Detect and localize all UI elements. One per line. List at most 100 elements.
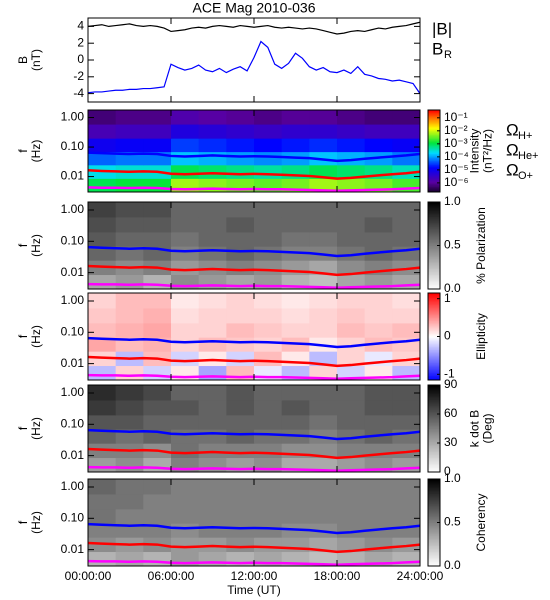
colorbar-strip <box>428 327 440 330</box>
heatmap-cell <box>337 178 366 192</box>
heatmap-cell <box>171 351 200 367</box>
heatmap-cell <box>115 508 144 524</box>
heatmap-cell <box>88 365 117 380</box>
heatmap-cell <box>254 508 283 524</box>
heatmap-cell <box>171 231 200 247</box>
colorbar-strip <box>428 366 440 369</box>
colorbar-strip <box>428 450 440 453</box>
heatmap-cell <box>226 429 255 444</box>
heatmap-cell <box>281 231 310 247</box>
heatmap-cell <box>88 138 117 153</box>
heatmap-cell <box>254 138 283 153</box>
gyrofrequency-line <box>88 428 420 441</box>
heatmap-cell <box>254 479 283 495</box>
colorbar-strip <box>428 212 440 214</box>
heatmap-cell <box>226 414 255 430</box>
heatmap-cell <box>88 246 117 261</box>
colorbar-strip <box>428 550 440 552</box>
y-tick-label: 2 <box>77 35 84 49</box>
y-tick-label: 1.00 <box>61 293 85 307</box>
heatmap-cell <box>171 322 200 338</box>
colorbar-strip <box>428 419 440 422</box>
colorbar-strip <box>428 377 440 379</box>
heatmap-cell <box>337 337 366 352</box>
heatmap-cell <box>392 537 420 553</box>
heatmap-cell <box>392 365 420 380</box>
heatmap-cell <box>337 231 366 247</box>
colorbar-tick-label: 1 <box>444 291 451 305</box>
heatmap-cell <box>198 274 227 289</box>
colorbar-strip <box>428 508 440 510</box>
colorbar-strip <box>428 168 440 171</box>
y-tick-label: 0 <box>77 52 84 66</box>
heatmap-cell <box>143 414 172 430</box>
colorbar-strip <box>428 202 440 204</box>
colorbar-strip <box>428 466 440 469</box>
colorbar-strip <box>428 359 440 362</box>
colorbar-strip <box>428 172 440 175</box>
colorbar-strip <box>428 209 440 212</box>
data-line <box>88 21 420 35</box>
heatmap-cell <box>143 307 172 324</box>
heatmap-cell <box>115 414 144 430</box>
heatmap-cell <box>198 178 227 192</box>
heatmap-cell <box>198 365 227 380</box>
colorbar-strip <box>428 189 440 192</box>
colorbar-strip <box>428 271 440 274</box>
heatmap-cell <box>198 523 227 538</box>
colorbar-strip <box>428 297 440 300</box>
y-tick-label: 0.10 <box>61 510 85 524</box>
heatmap-cell <box>309 307 338 324</box>
colorbar-strip <box>428 555 440 558</box>
colorbar-strip <box>428 365 440 368</box>
legend-label: Ω <box>506 140 519 159</box>
heatmap-cell <box>143 322 172 338</box>
y-tick-label: 0.01 <box>61 169 85 183</box>
colorbar-strip <box>428 447 440 450</box>
heatmap-cell <box>309 351 338 367</box>
heatmap-cell <box>337 399 366 416</box>
colorbar-strip <box>428 273 440 275</box>
heatmap-cell <box>115 429 144 444</box>
y-axis-label: f <box>16 243 30 247</box>
colorbar-strip <box>428 356 440 359</box>
y-tick-label: 0.10 <box>61 233 85 247</box>
legend-subscript: R <box>444 49 452 61</box>
colorbar-strip <box>428 369 440 372</box>
y-tick-label: 1.00 <box>61 202 85 216</box>
colorbar-strip <box>428 174 440 176</box>
heatmap-cell <box>88 124 117 139</box>
colorbar-tick-label: 90 <box>444 377 458 391</box>
heatmap-cell <box>226 151 255 166</box>
colorbar-strip <box>428 283 440 286</box>
colorbar-strip <box>428 490 440 493</box>
heatmap-cell <box>281 216 310 233</box>
heatmap-cell <box>281 399 310 416</box>
colorbar-strip <box>428 236 440 239</box>
heatmap-cell <box>115 551 144 566</box>
heatmap-cell <box>226 493 255 510</box>
colorbar-strip <box>428 300 440 303</box>
colorbar-strip <box>428 287 440 290</box>
heatmap-cell <box>88 202 117 218</box>
heatmap-cell <box>337 508 366 524</box>
colorbar-strip <box>428 277 440 280</box>
heatmap-cell <box>337 551 366 566</box>
colorbar-strip <box>428 534 440 536</box>
heatmap-cell <box>254 351 283 367</box>
heatmap-cell <box>143 138 172 153</box>
heatmap-cell <box>392 216 420 233</box>
colorbar-strip <box>428 159 440 161</box>
colorbar-strip <box>428 557 440 560</box>
heatmap-cell <box>88 151 117 166</box>
heatmap-cell <box>337 274 366 289</box>
heatmap-cell <box>115 110 144 125</box>
colorbar-strip <box>428 152 440 155</box>
colorbar-strip <box>428 497 440 500</box>
heatmap-cell <box>226 307 255 324</box>
colorbar-strip <box>428 547 440 549</box>
heatmap-cell <box>337 523 366 538</box>
heatmap-cell <box>143 110 172 125</box>
heatmap-cell <box>171 164 200 179</box>
heatmap-cell <box>281 414 310 430</box>
